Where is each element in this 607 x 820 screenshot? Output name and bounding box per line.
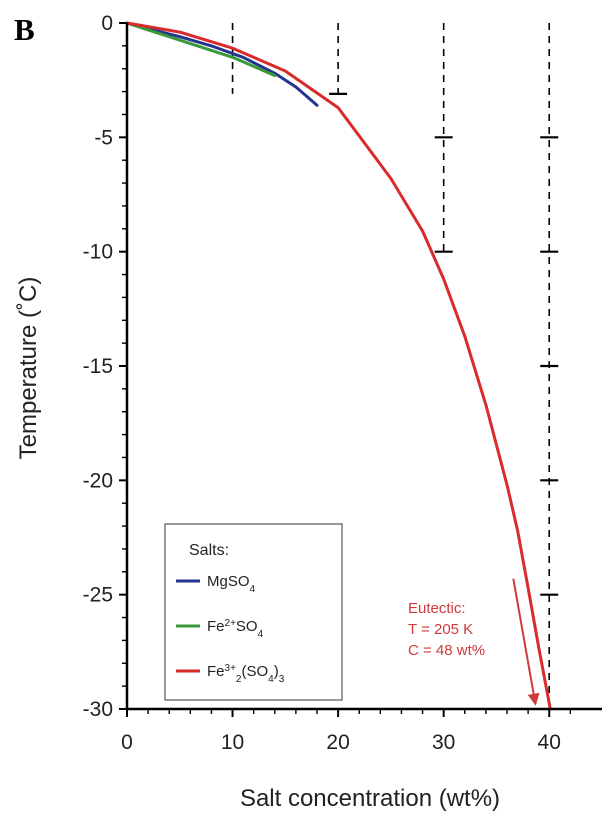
annotation-arrow [512, 578, 540, 706]
y-axis-title: Temperature (˚C) [15, 277, 42, 460]
y-tick-label: -30 [83, 698, 113, 721]
legend-title: Salts: [189, 542, 229, 559]
eutectic-annotation: Eutectic: T = 205 K C = 48 wt% [408, 578, 540, 706]
panel-label: B [14, 12, 35, 47]
annotation-line-0: Eutectic: [408, 600, 466, 617]
annotation-line-1: T = 205 K [408, 621, 473, 638]
annotation-line-2: C = 48 wt% [408, 642, 485, 659]
x-tick-label: 30 [432, 731, 455, 754]
x-tick-label: 40 [538, 731, 561, 754]
y-tick-label: -5 [94, 126, 113, 149]
series-line-1 [125, 21, 277, 78]
x-axis-title: Salt concentration (wt%) [240, 785, 500, 812]
series-line-0 [125, 21, 319, 107]
legend: Salts: MgSO4 Fe2+SO4 Fe3+2(SO4)3 [164, 523, 343, 701]
y-tick-label: 0 [101, 12, 113, 35]
series-line-2 [125, 21, 552, 711]
y-tick-label: -15 [83, 355, 113, 378]
legend-label-1: Fe2+SO4 [207, 618, 264, 640]
legend-label-2: Fe3+2(SO4)3 [207, 663, 285, 685]
x-tick-label: 20 [326, 731, 349, 754]
x-tick-label: 10 [221, 731, 244, 754]
y-tick-label: -25 [83, 584, 113, 607]
legend-label-0: MgSO4 [207, 573, 256, 595]
y-tick-label: -20 [83, 469, 113, 492]
y-tick-label: -10 [83, 241, 113, 264]
x-tick-label: 0 [121, 731, 133, 754]
